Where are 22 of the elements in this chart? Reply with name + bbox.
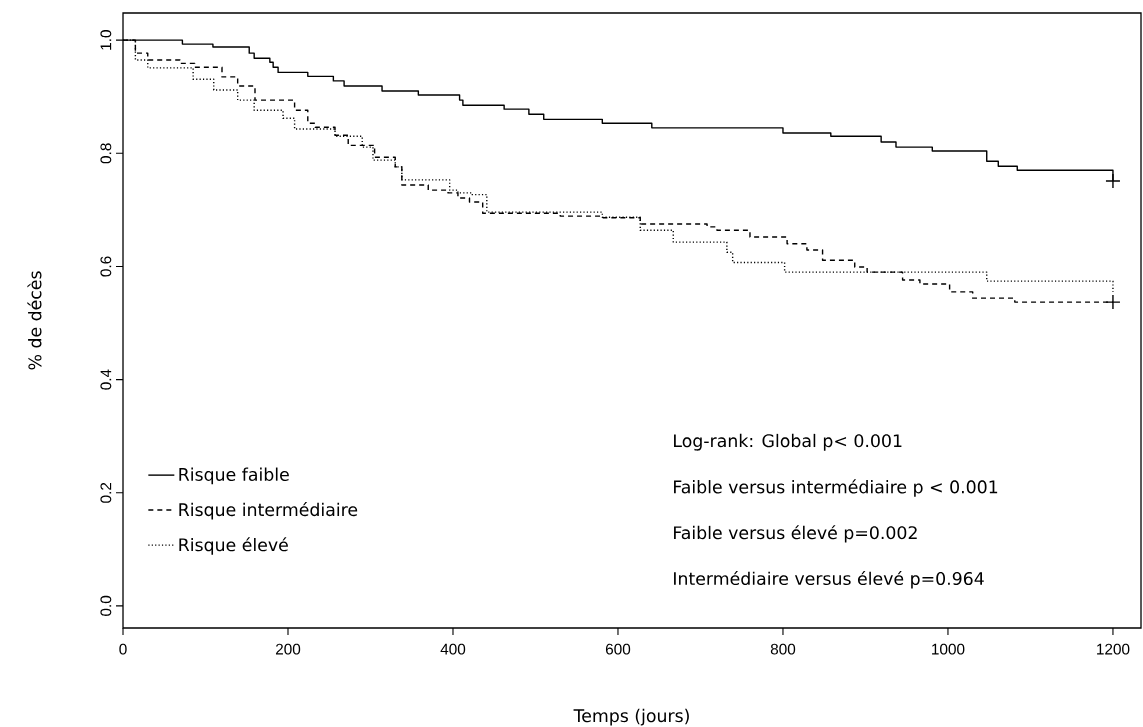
x-tick-label: 800 (770, 643, 796, 655)
x-tick-label: 0 (119, 643, 127, 655)
y-tick-label: 0.2 (100, 482, 112, 503)
annotation: Faible versus élevé p=0.002 (674, 525, 917, 543)
annotation: Log-rank: Global p< 0.001 (674, 433, 902, 451)
x-tick-label: 600 (605, 643, 631, 655)
y-tick-label: 0.4 (100, 369, 112, 390)
y-tick-label: 1.0 (100, 30, 112, 50)
legend-label: Risque élevé (179, 537, 288, 555)
y-tick-label: 0.6 (100, 256, 112, 277)
annotation: Faible versus intermédiaire p < 0.001 (674, 479, 998, 497)
x-tick-label: 1000 (932, 643, 965, 655)
annotation: Intermédiaire versus élevé p=0.964 (674, 570, 984, 589)
x-axis-title: Temps (jours) (573, 708, 689, 726)
y-tick-label: 0.0 (100, 595, 112, 616)
y-tick-label: 0.8 (100, 143, 112, 164)
x-tick-label: 1200 (1097, 643, 1130, 655)
x-tick-label: 400 (440, 643, 466, 655)
legend-label: Risque intermédiaire (179, 502, 358, 520)
legend-label: Risque faible (179, 467, 289, 485)
y-axis-title: % de décès (27, 271, 42, 370)
x-tick-label: 200 (275, 643, 301, 655)
